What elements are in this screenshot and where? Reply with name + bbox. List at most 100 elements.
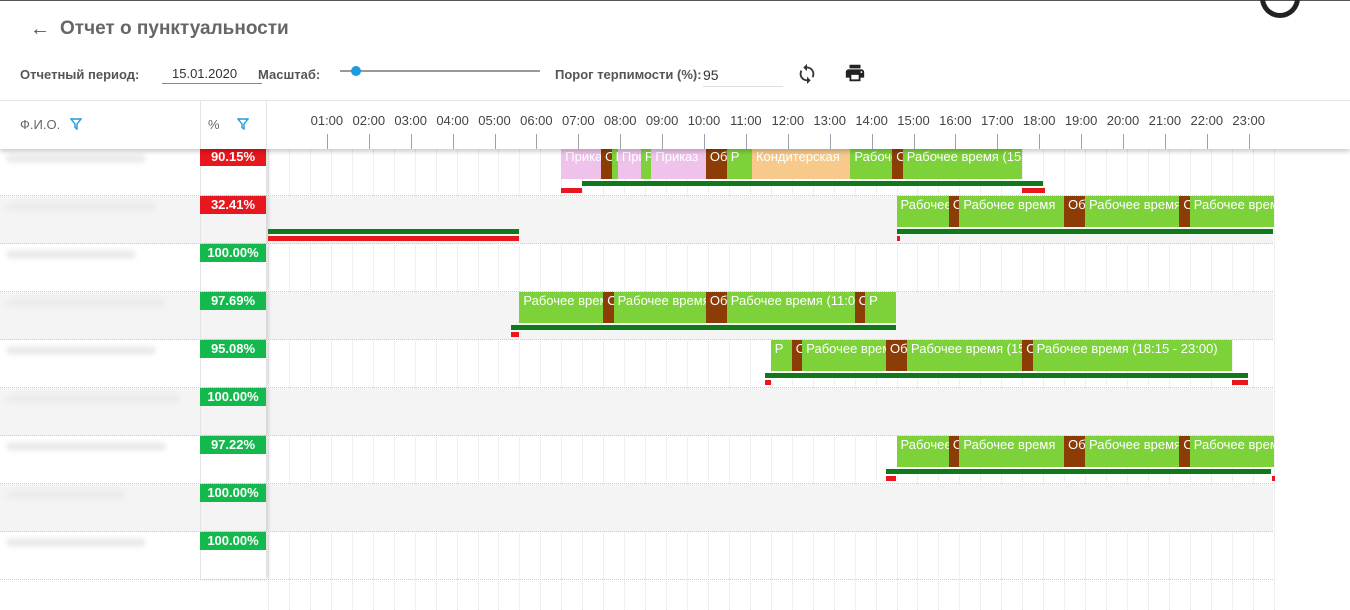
threshold-input[interactable]: [703, 64, 783, 87]
actual-presence-bar: [886, 469, 1272, 474]
grid-line: [268, 148, 270, 610]
schedule-segment-work[interactable]: Рабочее время: [896, 436, 949, 467]
schedule-segment-work[interactable]: Р: [640, 148, 652, 179]
schedule-segment-break[interactable]: О: [948, 196, 960, 227]
schedule-segment-break[interactable]: О: [948, 436, 960, 467]
schedule-segment-work[interactable]: Рабочее время: [1189, 436, 1274, 467]
punctuality-badge: 97.69%: [200, 292, 266, 310]
redacted-name: [6, 442, 166, 451]
employee-name-cell: [0, 388, 201, 435]
schedule-segment-break[interactable]: О: [1022, 340, 1033, 371]
grid-line: [414, 148, 417, 610]
schedule-segment-work[interactable]: Р: [770, 340, 792, 371]
schedule-segment-work[interactable]: Рабочее время: [1189, 196, 1274, 227]
schedule-segment-break[interactable]: О: [791, 340, 803, 371]
punctuality-badge: 32.41%: [200, 196, 266, 214]
hour-label: 06:00: [520, 113, 553, 128]
grid-line: [1043, 148, 1045, 610]
schedule-segment-order[interactable]: Приказ: [617, 148, 641, 179]
percent-cell: 100.00%: [200, 532, 266, 579]
schedule-segment-break[interactable]: О: [854, 292, 866, 323]
grid-line: [645, 148, 647, 610]
table-row[interactable]: 100.00%: [0, 484, 1273, 532]
redacted-name: [6, 298, 166, 307]
hour-label: 10:00: [687, 113, 721, 128]
refresh-icon[interactable]: [796, 62, 822, 88]
table-row[interactable]: 90.15%ПриказОРПриказРПриказОбедРКондитер…: [0, 148, 1273, 196]
schedule-segment-work[interactable]: Р: [865, 292, 897, 323]
grid-line: [896, 148, 899, 610]
pct-filter-icon[interactable]: [236, 117, 251, 131]
redacted-name: [6, 346, 156, 355]
timeline-grid: 90.15%ПриказОРПриказРПриказОбедРКондитер…: [0, 148, 1350, 610]
hour-tick: [1248, 134, 1250, 149]
period-label: Отчетный период:: [20, 67, 140, 82]
redacted-name: [6, 250, 136, 259]
schedule-segment-break[interactable]: Обед: [705, 292, 727, 323]
grid-line: [456, 148, 459, 610]
punctuality-badge: 100.00%: [200, 388, 266, 406]
period-input[interactable]: [162, 64, 262, 84]
schedule-segment-work[interactable]: Рабочее время: [613, 292, 706, 323]
pct-column-header[interactable]: %: [208, 117, 220, 132]
schedule-segment-confectionery[interactable]: Кондитерская: [751, 148, 851, 179]
arrow-left-icon[interactable]: ←: [30, 17, 50, 40]
table-row[interactable]: 100.00%: [0, 388, 1273, 436]
schedule-segment-work[interactable]: Рабочее время: [959, 196, 1065, 227]
schedule-segment-work[interactable]: Рабочее время: [959, 436, 1065, 467]
schedule-segment-break[interactable]: О: [892, 148, 903, 179]
grid-line: [1147, 148, 1150, 610]
hour-tick: [1081, 134, 1083, 149]
schedule-segment-work[interactable]: Рабочее время (15:00 - 18:00): [902, 148, 1023, 179]
schedule-segment-work[interactable]: Рабочее время: [802, 340, 887, 371]
schedule-segment-order[interactable]: Приказ: [561, 148, 602, 179]
schedule-segment-break[interactable]: О: [1179, 436, 1190, 467]
schedule-segment-work[interactable]: Рабочее время: [850, 148, 893, 179]
grid-line: [666, 148, 668, 610]
schedule-segment-break[interactable]: О: [601, 148, 612, 179]
fio-column-header[interactable]: Ф.И.О.: [20, 117, 61, 132]
hour-label: 07:00: [562, 113, 595, 128]
schedule-segment-work[interactable]: Рабочее время (15:15 - 18:00): [906, 340, 1023, 371]
redacted-name: [6, 394, 181, 403]
scale-slider[interactable]: [340, 66, 540, 76]
schedule-segment-work[interactable]: Рабочее время: [1085, 196, 1180, 227]
scale-slider-knob[interactable]: [351, 66, 361, 76]
schedule-segment-work[interactable]: Р: [611, 148, 618, 179]
print-icon[interactable]: [844, 62, 870, 88]
schedule-segment-break[interactable]: О: [1179, 196, 1190, 227]
grid-line: [875, 148, 878, 610]
schedule-segment-break[interactable]: Обед: [886, 340, 907, 371]
table-row[interactable]: 100.00%: [0, 532, 1273, 580]
table-row[interactable]: 100.00%: [0, 244, 1273, 292]
violation-bar: [1231, 380, 1249, 385]
grid-line: [1231, 148, 1234, 610]
hour-label: 04:00: [436, 113, 469, 128]
schedule-segment-work[interactable]: Рабочее время (18:15 - 23:00): [1032, 340, 1232, 371]
schedule-segment-break[interactable]: О: [603, 292, 614, 323]
grid-line: [1106, 148, 1108, 610]
schedule-segment-work[interactable]: Рабочее время: [896, 196, 949, 227]
hour-tick: [997, 134, 999, 149]
grid-line: [372, 148, 375, 610]
hour-tick: [452, 134, 454, 149]
percent-cell: 97.69%: [200, 292, 266, 339]
fio-filter-icon[interactable]: [69, 117, 84, 131]
schedule-segment-break[interactable]: Обед: [705, 148, 727, 179]
violation-bar: [268, 236, 520, 241]
employee-name-cell: [0, 484, 201, 531]
hour-tick: [829, 134, 831, 149]
threshold-label: Порог терпимости (%):: [555, 67, 702, 82]
schedule-segment-work[interactable]: Рабочее время (11:00 - 14:00): [726, 292, 855, 323]
schedule-segment-break[interactable]: Обед: [1064, 436, 1086, 467]
schedule-segment-work[interactable]: Рабочее время: [1085, 436, 1180, 467]
schedule-segment-work[interactable]: Р: [726, 148, 752, 179]
schedule-segment-break[interactable]: Обед: [1064, 196, 1086, 227]
schedule-segment-work[interactable]: Рабочее время: [519, 292, 604, 323]
schedule-segment-order[interactable]: Приказ: [651, 148, 706, 179]
violation-bar: [896, 236, 900, 241]
